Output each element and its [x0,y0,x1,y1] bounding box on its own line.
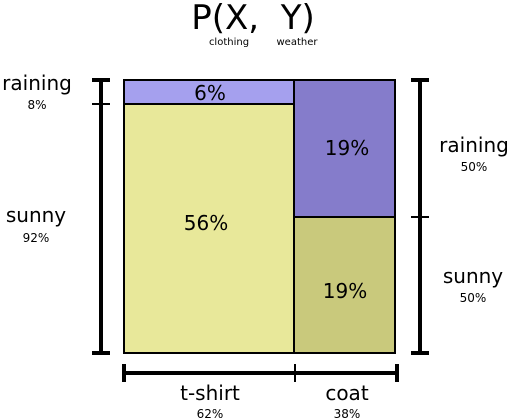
cell-tshirt-sunny [123,103,295,354]
cell-label-coat-sunny: 19% [323,279,367,303]
title-x-subscript: clothing [209,37,249,48]
cell-label-tshirt-sunny: 56% [184,211,228,235]
cell-coat-sunny [293,216,396,354]
bottom-pct-tshirt: 62% [197,407,224,420]
left-pct-sunny: 92% [23,231,50,245]
right-label-raining: raining [439,133,509,157]
right-label-sunny: sunny [443,264,503,288]
bottom-pct-coat: 38% [334,407,361,420]
title-main: P(X, Y) [191,0,315,38]
left-pct-raining: 8% [27,98,46,112]
left-label-raining: raining [2,71,72,95]
cell-coat-raining [293,79,396,218]
left-label-sunny: sunny [6,203,66,227]
bottom-label-coat: coat [325,381,368,405]
cell-label-coat-raining: 19% [325,136,369,160]
title-y-subscript: weather [277,37,319,48]
right-pct-raining: 50% [461,160,488,174]
left-axis-bracket [92,78,110,355]
bottom-label-tshirt: t-shirt [180,381,240,405]
right-axis-bracket [411,78,429,355]
right-pct-sunny: 50% [460,291,487,305]
bottom-axis-bracket [122,364,399,382]
cell-label-tshirt-raining: 6% [194,81,226,105]
